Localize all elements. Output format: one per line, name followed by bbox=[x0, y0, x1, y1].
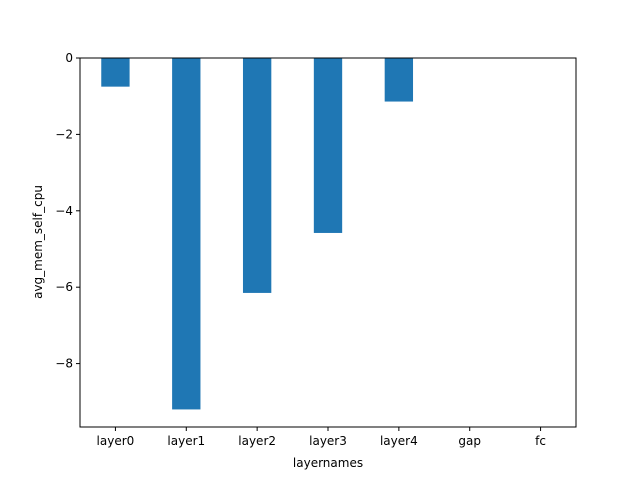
bar-layer2 bbox=[242, 58, 272, 293]
x-tick-label: gap bbox=[458, 434, 481, 448]
x-tick-label: layer0 bbox=[97, 434, 135, 448]
bar-layer1 bbox=[172, 58, 201, 410]
x-axis-label: layernames bbox=[293, 456, 363, 470]
x-tick-label: layer1 bbox=[167, 434, 205, 448]
y-tick-label: −6 bbox=[55, 280, 73, 294]
plot-frame bbox=[79, 57, 577, 428]
y-tick-label: 0 bbox=[65, 51, 73, 65]
y-tick-label: −2 bbox=[55, 127, 73, 141]
bars-group bbox=[101, 58, 414, 410]
x-tick-label: fc bbox=[535, 434, 546, 448]
x-tick-label: layer2 bbox=[238, 434, 276, 448]
y-axis-ticks: 0 −2 −4 −6 −8 bbox=[55, 51, 80, 371]
bar-layer0 bbox=[101, 58, 130, 87]
y-tick-label: −4 bbox=[55, 204, 73, 218]
bar-layer4 bbox=[384, 58, 414, 102]
y-axis-label: avg_mem_self_cpu bbox=[31, 185, 45, 299]
x-axis-ticks: layer0 layer1 layer2 layer3 layer4 gap fc bbox=[97, 427, 546, 448]
x-tick-label: layer4 bbox=[380, 434, 418, 448]
bar-layer3 bbox=[313, 58, 343, 233]
x-tick-label: layer3 bbox=[309, 434, 347, 448]
y-tick-label: −8 bbox=[55, 357, 73, 371]
